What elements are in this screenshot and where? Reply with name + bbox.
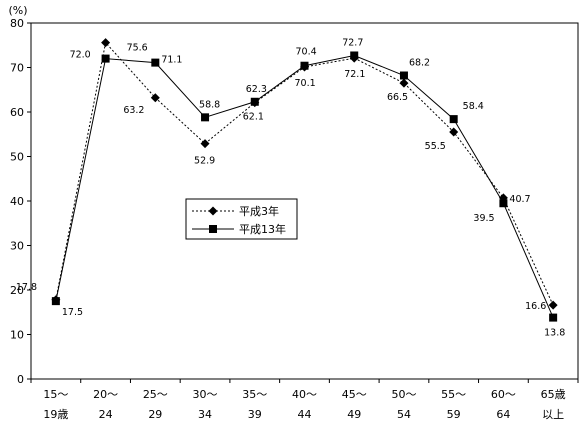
- data-label-series-0: 66.5: [387, 92, 408, 103]
- data-label-series-1: 62.3: [246, 84, 267, 95]
- x-tick-label: 39: [248, 408, 262, 421]
- y-tick-label: 10: [10, 329, 24, 342]
- data-label-series-1: 72.7: [342, 37, 363, 48]
- data-label-series-0: 52.9: [194, 156, 215, 167]
- series-line-1: [55, 54, 554, 318]
- y-tick-label: 0: [17, 373, 24, 386]
- data-point-series-1: [151, 58, 160, 67]
- data-label-series-1: 72.0: [70, 50, 91, 61]
- x-tick-label: 59: [447, 408, 461, 421]
- x-tick-label: 44: [298, 408, 312, 421]
- x-tick-label: 19歳: [43, 408, 68, 421]
- y-tick-label: 80: [10, 17, 24, 30]
- x-tick-label: 25～: [143, 388, 168, 401]
- x-tick-label: 20～: [93, 388, 118, 401]
- data-point-series-1: [549, 313, 558, 322]
- x-tick-label: 54: [397, 408, 411, 421]
- data-label-series-1: 70.4: [296, 47, 317, 58]
- x-tick-label: 65歳: [541, 388, 566, 401]
- data-label-series-0: 62.1: [243, 112, 264, 123]
- x-tick-label: 以上: [542, 408, 564, 421]
- data-point-series-1: [201, 113, 210, 122]
- data-label-series-0: 63.2: [123, 105, 144, 116]
- x-tick-label: 40～: [292, 388, 317, 401]
- data-label-series-0: 16.6: [525, 301, 546, 312]
- data-point-series-1: [350, 51, 359, 60]
- x-tick-label: 15～: [43, 388, 68, 401]
- x-tick-label: 50～: [391, 388, 416, 401]
- x-tick-label: 35～: [242, 388, 267, 401]
- legend-label-1: 平成13年: [239, 222, 286, 236]
- x-tick-label: 24: [99, 408, 113, 421]
- data-label-series-1: 68.2: [409, 58, 430, 69]
- x-tick-label: 55～: [441, 388, 466, 401]
- data-point-series-1: [449, 115, 458, 124]
- legend-label-0: 平成3年: [239, 204, 279, 218]
- data-point-series-1: [300, 61, 309, 70]
- data-label-series-1: 58.4: [463, 101, 484, 112]
- legend-marker-0: [208, 206, 218, 216]
- y-tick-label: 70: [10, 62, 24, 75]
- x-tick-label: 45～: [342, 388, 367, 401]
- y-tick-label: 30: [10, 240, 24, 253]
- data-point-series-0: [101, 38, 111, 48]
- data-label-series-0: 75.6: [127, 43, 148, 54]
- data-point-series-1: [250, 97, 259, 106]
- data-label-series-0: 40.7: [509, 194, 530, 205]
- legend-box: [185, 198, 298, 240]
- data-point-series-0: [200, 139, 210, 149]
- x-tick-label: 30～: [193, 388, 218, 401]
- data-label-series-0: 55.5: [425, 141, 446, 152]
- y-unit-label: (%): [8, 4, 27, 17]
- data-point-series-1: [499, 199, 508, 208]
- data-label-series-1: 17.5: [62, 307, 83, 318]
- x-tick-label: 49: [347, 408, 361, 421]
- data-label-series-0: 17.8: [16, 282, 37, 293]
- x-tick-label: 60～: [491, 388, 516, 401]
- data-point-series-0: [548, 300, 558, 310]
- y-tick-label: 20: [10, 284, 24, 297]
- plot-frame: [30, 22, 579, 380]
- x-tick-label: 34: [198, 408, 212, 421]
- data-point-series-0: [150, 93, 160, 103]
- data-point-series-1: [399, 71, 408, 80]
- data-label-series-1: 39.5: [473, 213, 494, 224]
- y-tick-label: 40: [10, 195, 24, 208]
- data-label-series-1: 71.1: [161, 55, 182, 66]
- data-point-series-1: [101, 54, 110, 63]
- x-tick-label: 64: [496, 408, 510, 421]
- data-label-series-1: 13.8: [544, 328, 565, 339]
- y-tick-label: 60: [10, 106, 24, 119]
- data-point-series-0: [399, 78, 409, 88]
- data-point-series-1: [51, 297, 60, 306]
- data-label-series-0: 70.1: [295, 78, 316, 89]
- data-label-series-1: 58.8: [199, 99, 220, 110]
- legend-marker-1: [209, 225, 217, 233]
- x-tick-label: 29: [148, 408, 162, 421]
- data-point-series-0: [449, 127, 459, 137]
- data-label-series-0: 72.1: [344, 69, 365, 80]
- y-tick-label: 50: [10, 151, 24, 164]
